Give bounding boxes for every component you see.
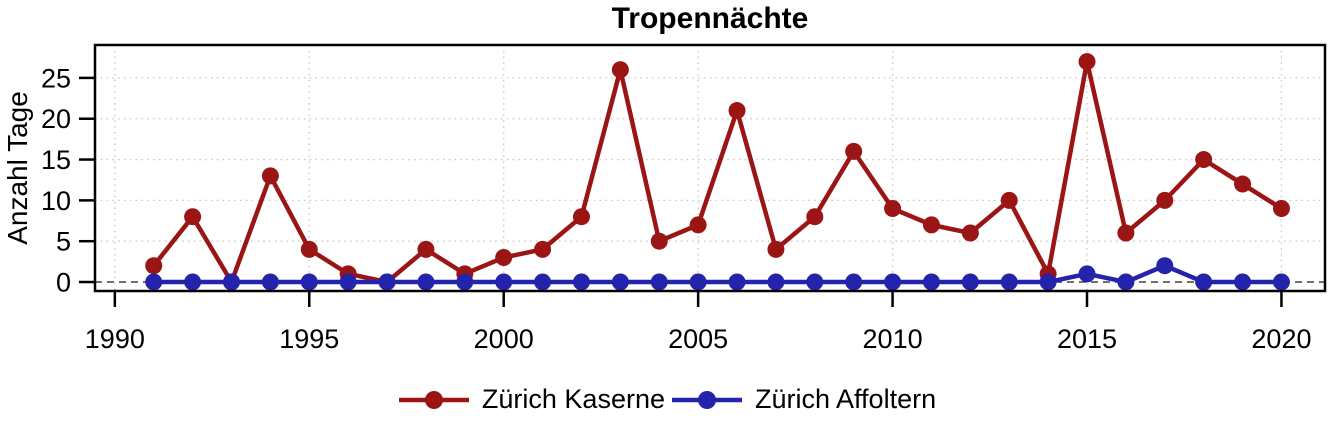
data-point: [300, 273, 318, 291]
x-tick-label: 2005: [668, 324, 728, 354]
legend-label-kaserne: Zürich Kaserne: [481, 384, 665, 414]
plot-generated: 0 5 10 15 20 25 1990 1995 2000 2005 2010 2015 2020: [41, 43, 1327, 354]
data-point: [145, 257, 163, 275]
data-point: [184, 273, 202, 291]
plot-border: [93, 43, 1327, 293]
chart-title: Tropennächte: [611, 2, 809, 35]
data-point: [534, 273, 552, 291]
data-point: [650, 232, 668, 250]
y-tick-label: 20: [41, 104, 71, 134]
data-point: [1117, 224, 1135, 242]
data-point: [1272, 273, 1290, 291]
data-point: [572, 273, 590, 291]
data-point: [184, 208, 202, 226]
x-tick-label: 1995: [279, 324, 339, 354]
data-point: [1078, 53, 1096, 71]
data-point: [806, 208, 824, 226]
x-tick-label: 2015: [1057, 324, 1117, 354]
legend-item-kaserne: Zürich Kaserne: [396, 384, 665, 415]
data-point: [1272, 200, 1290, 218]
data-point: [261, 167, 279, 185]
data-point: [300, 240, 318, 258]
data-point: [1234, 273, 1252, 291]
legend-label-affoltern: Zürich Affoltern: [755, 384, 937, 414]
series-line-0: [151, 59, 1284, 285]
series-line-1: [151, 263, 1284, 285]
data-point: [145, 273, 163, 291]
y-axis-label: Anzahl Tage: [2, 91, 33, 245]
x-tick-label: 1990: [85, 324, 145, 354]
data-point: [1078, 265, 1096, 283]
data-point: [650, 273, 668, 291]
data-point: [922, 216, 940, 234]
data-point: [534, 240, 552, 258]
data-point: [845, 142, 863, 160]
data-point: [1117, 273, 1135, 291]
legend-symbol-affoltern-icon: [672, 390, 742, 409]
data-point: [961, 224, 979, 242]
data-point: [222, 273, 240, 291]
data-point: [728, 273, 746, 291]
data-point: [1234, 175, 1252, 193]
data-point: [806, 273, 824, 291]
plot-svg: 0 5 10 15 20 25 1990 1995 2000 2005 2010 2015 2020 A…: [2, 43, 1327, 354]
x-tick-label: 2020: [1251, 324, 1311, 354]
data-point: [1039, 273, 1057, 291]
legend-symbol-kaserne-icon: [398, 390, 469, 409]
data-point: [728, 102, 746, 120]
data-point: [495, 249, 513, 267]
data-point: [1000, 273, 1018, 291]
legend: Zürich Kaserne Zürich Affoltern: [0, 384, 1332, 415]
data-point: [1156, 191, 1174, 209]
data-point: [767, 273, 785, 291]
data-point: [417, 273, 435, 291]
y-tick-label: 10: [41, 186, 71, 216]
data-point: [1195, 151, 1213, 169]
data-point: [767, 240, 785, 258]
y-tick-label: 0: [56, 268, 71, 298]
data-point: [884, 200, 902, 218]
data-point: [611, 273, 629, 291]
x-tick-label: 2000: [474, 324, 534, 354]
data-point: [378, 273, 396, 291]
data-point: [961, 273, 979, 291]
y-tick-label: 15: [41, 145, 71, 175]
data-point: [456, 273, 474, 291]
data-point: [261, 273, 279, 291]
y-tick-label: 5: [56, 227, 71, 257]
data-point: [922, 273, 940, 291]
data-point: [339, 273, 357, 291]
data-point: [495, 273, 513, 291]
data-point: [1195, 273, 1213, 291]
data-point: [689, 273, 707, 291]
x-tick-label: 2010: [863, 324, 923, 354]
y-tick-label: 25: [41, 63, 71, 93]
data-point: [1000, 191, 1018, 209]
data-point: [884, 273, 902, 291]
data-point: [417, 240, 435, 258]
data-point: [1156, 257, 1174, 275]
data-point: [845, 273, 863, 291]
data-point: [611, 61, 629, 79]
legend-item-affoltern: Zürich Affoltern: [669, 384, 936, 415]
data-point: [572, 208, 590, 226]
data-point: [689, 216, 707, 234]
